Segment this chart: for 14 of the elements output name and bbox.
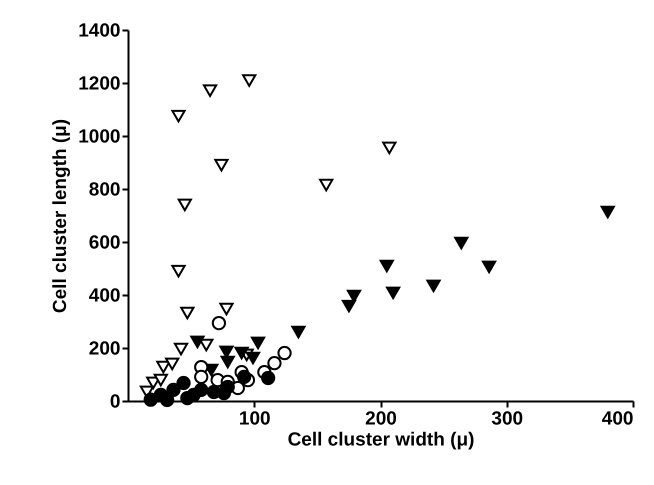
y-tick-label: 200 (88, 338, 120, 360)
x-axis-title: Cell cluster width (μ) (288, 430, 474, 450)
y-tick-label: 400 (88, 286, 120, 306)
y-tick-label: 800 (88, 180, 120, 200)
y-axis-title: Cell cluster length (μ) (50, 118, 72, 314)
x-tick-label: 200 (365, 408, 397, 430)
y-tick-label: 1000 (78, 126, 120, 148)
y-tick-label: 1400 (78, 20, 120, 42)
y-tick-label: 1200 (78, 74, 120, 94)
y-tick-label: 0 (110, 392, 120, 412)
y-tick-label: 600 (88, 232, 120, 254)
x-tick-label: 300 (491, 408, 524, 430)
x-tick-label: 400 (602, 408, 634, 430)
x-tick-label: 100 (238, 408, 271, 430)
